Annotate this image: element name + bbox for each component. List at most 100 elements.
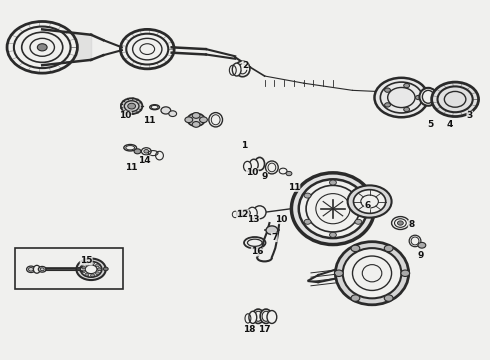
Circle shape	[98, 268, 101, 271]
Text: 4: 4	[447, 120, 453, 129]
Ellipse shape	[33, 265, 40, 273]
Circle shape	[404, 107, 410, 112]
Circle shape	[144, 149, 149, 153]
Circle shape	[85, 273, 89, 276]
Circle shape	[353, 190, 386, 213]
Text: 17: 17	[258, 325, 271, 334]
Circle shape	[96, 272, 99, 275]
Circle shape	[347, 185, 392, 218]
Circle shape	[134, 149, 141, 154]
Circle shape	[81, 266, 85, 269]
Text: 12: 12	[236, 210, 249, 219]
Circle shape	[7, 22, 77, 73]
Circle shape	[169, 111, 176, 117]
Circle shape	[161, 107, 171, 114]
Circle shape	[397, 221, 403, 225]
Text: 9: 9	[417, 251, 424, 260]
Circle shape	[192, 113, 200, 118]
Circle shape	[80, 261, 102, 277]
Circle shape	[304, 193, 311, 198]
Text: 11: 11	[288, 183, 300, 192]
Bar	[15, 248, 123, 289]
Text: 18: 18	[243, 325, 255, 334]
Text: 2: 2	[242, 61, 248, 70]
Circle shape	[416, 95, 421, 100]
Ellipse shape	[266, 161, 278, 174]
Circle shape	[187, 113, 205, 126]
Circle shape	[91, 262, 95, 265]
Text: 7: 7	[271, 233, 277, 242]
Ellipse shape	[419, 88, 437, 106]
Circle shape	[103, 267, 108, 271]
Text: 11: 11	[144, 116, 156, 125]
Text: 10: 10	[119, 111, 131, 120]
Circle shape	[384, 245, 393, 252]
Circle shape	[351, 245, 360, 252]
Circle shape	[401, 270, 410, 276]
Ellipse shape	[260, 309, 272, 323]
Circle shape	[85, 262, 89, 265]
Circle shape	[121, 98, 143, 114]
Ellipse shape	[343, 248, 401, 298]
Ellipse shape	[299, 179, 367, 238]
Ellipse shape	[249, 159, 258, 171]
Circle shape	[96, 264, 99, 267]
Circle shape	[330, 232, 336, 237]
Circle shape	[432, 82, 479, 117]
Text: 13: 13	[247, 215, 260, 224]
Ellipse shape	[244, 161, 251, 171]
Ellipse shape	[235, 61, 250, 77]
Ellipse shape	[232, 63, 241, 76]
Circle shape	[76, 258, 106, 280]
Text: 6: 6	[364, 201, 370, 210]
Circle shape	[37, 44, 47, 51]
Circle shape	[355, 219, 362, 224]
Text: 1: 1	[241, 141, 247, 150]
Circle shape	[242, 210, 250, 216]
Circle shape	[385, 88, 391, 92]
Circle shape	[385, 103, 391, 107]
Ellipse shape	[244, 237, 266, 248]
Text: 8: 8	[408, 220, 414, 229]
Ellipse shape	[292, 173, 374, 244]
Circle shape	[351, 295, 360, 301]
Circle shape	[304, 219, 311, 224]
Text: 9: 9	[261, 172, 268, 181]
Circle shape	[334, 270, 343, 276]
Circle shape	[266, 226, 278, 234]
Circle shape	[404, 84, 410, 88]
Ellipse shape	[253, 206, 266, 219]
Ellipse shape	[267, 311, 277, 323]
Circle shape	[128, 103, 136, 109]
Text: 3: 3	[466, 111, 473, 120]
Ellipse shape	[247, 207, 257, 219]
Ellipse shape	[255, 157, 265, 170]
Ellipse shape	[335, 242, 409, 305]
Circle shape	[192, 122, 200, 127]
Text: 10: 10	[275, 215, 288, 224]
Ellipse shape	[249, 311, 257, 323]
Text: 10: 10	[246, 168, 259, 177]
Circle shape	[384, 295, 393, 301]
Circle shape	[330, 180, 336, 185]
Circle shape	[26, 266, 35, 273]
Circle shape	[81, 270, 85, 273]
Text: 15: 15	[80, 256, 93, 265]
Circle shape	[418, 242, 426, 248]
Ellipse shape	[209, 113, 222, 127]
Text: 14: 14	[139, 156, 151, 165]
Circle shape	[374, 78, 428, 117]
Ellipse shape	[409, 235, 421, 247]
Circle shape	[91, 274, 95, 277]
Circle shape	[38, 266, 46, 272]
Text: 5: 5	[428, 120, 434, 129]
Text: 16: 16	[251, 247, 264, 256]
Circle shape	[199, 117, 207, 123]
Circle shape	[355, 193, 362, 198]
Circle shape	[121, 30, 174, 69]
Text: 11: 11	[125, 163, 138, 172]
Circle shape	[286, 171, 292, 176]
Ellipse shape	[252, 309, 264, 323]
Circle shape	[185, 117, 193, 123]
Circle shape	[98, 268, 101, 271]
